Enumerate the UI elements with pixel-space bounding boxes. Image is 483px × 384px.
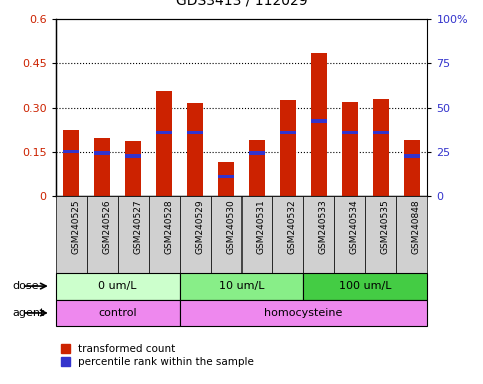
Bar bbox=[94, 139, 110, 196]
Text: GDS3413 / 112029: GDS3413 / 112029 bbox=[176, 0, 307, 8]
Bar bbox=[63, 150, 79, 154]
Text: 0 um/L: 0 um/L bbox=[98, 281, 137, 291]
Bar bbox=[249, 140, 265, 196]
Bar bbox=[311, 53, 327, 196]
Bar bbox=[156, 131, 172, 134]
Bar bbox=[373, 131, 389, 134]
Bar bbox=[249, 151, 265, 155]
Bar bbox=[211, 196, 242, 273]
Bar bbox=[187, 131, 203, 134]
Bar bbox=[117, 196, 149, 273]
Bar bbox=[366, 196, 397, 273]
Bar bbox=[180, 273, 303, 300]
Bar bbox=[56, 196, 86, 273]
Bar bbox=[311, 119, 327, 122]
Text: 10 um/L: 10 um/L bbox=[219, 281, 264, 291]
Bar bbox=[342, 102, 358, 196]
Bar bbox=[373, 99, 389, 196]
Bar bbox=[125, 141, 141, 196]
Bar bbox=[342, 131, 358, 134]
Text: GSM240528: GSM240528 bbox=[164, 200, 173, 254]
Bar bbox=[303, 273, 427, 300]
Bar bbox=[404, 154, 420, 158]
Text: GSM240530: GSM240530 bbox=[226, 200, 235, 255]
Text: GSM240525: GSM240525 bbox=[71, 200, 80, 254]
Bar bbox=[218, 162, 234, 196]
Bar bbox=[180, 196, 211, 273]
Text: homocysteine: homocysteine bbox=[264, 308, 342, 318]
Bar bbox=[187, 103, 203, 196]
Bar bbox=[56, 300, 180, 326]
Bar bbox=[218, 175, 234, 179]
Text: GSM240526: GSM240526 bbox=[102, 200, 111, 254]
Bar bbox=[397, 196, 427, 273]
Bar bbox=[156, 91, 172, 196]
Text: agent: agent bbox=[12, 308, 44, 318]
Text: GSM240848: GSM240848 bbox=[412, 200, 421, 254]
Bar bbox=[404, 140, 420, 196]
Bar bbox=[280, 131, 296, 134]
Text: dose: dose bbox=[12, 281, 39, 291]
Text: GSM240533: GSM240533 bbox=[319, 200, 328, 255]
Bar bbox=[272, 196, 303, 273]
Bar bbox=[180, 300, 427, 326]
Legend: transformed count, percentile rank within the sample: transformed count, percentile rank withi… bbox=[61, 344, 255, 367]
Text: GSM240529: GSM240529 bbox=[195, 200, 204, 254]
Bar bbox=[280, 100, 296, 196]
Bar bbox=[303, 196, 334, 273]
Bar bbox=[63, 130, 79, 196]
Text: GSM240535: GSM240535 bbox=[381, 200, 390, 255]
Text: control: control bbox=[98, 308, 137, 318]
Text: GSM240534: GSM240534 bbox=[350, 200, 359, 254]
Bar bbox=[94, 151, 110, 155]
Text: GSM240531: GSM240531 bbox=[257, 200, 266, 255]
Text: GSM240527: GSM240527 bbox=[133, 200, 142, 254]
Bar bbox=[242, 196, 272, 273]
Bar bbox=[56, 273, 180, 300]
Text: GSM240532: GSM240532 bbox=[288, 200, 297, 254]
Bar bbox=[86, 196, 117, 273]
Text: 100 um/L: 100 um/L bbox=[339, 281, 392, 291]
Bar bbox=[335, 196, 366, 273]
Bar bbox=[125, 154, 141, 158]
Bar bbox=[149, 196, 180, 273]
